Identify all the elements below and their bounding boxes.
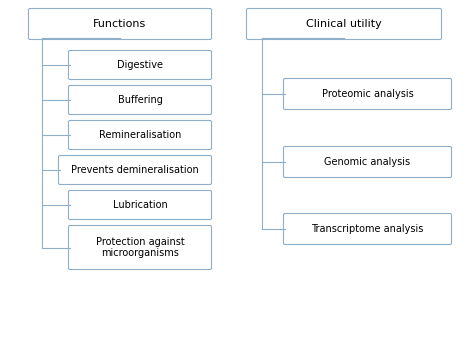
FancyBboxPatch shape: [283, 214, 452, 245]
FancyBboxPatch shape: [283, 147, 452, 177]
FancyBboxPatch shape: [58, 155, 211, 184]
Text: Genomic analysis: Genomic analysis: [324, 157, 410, 167]
Text: Clinical utility: Clinical utility: [306, 19, 382, 29]
FancyBboxPatch shape: [69, 50, 211, 79]
FancyBboxPatch shape: [69, 190, 211, 219]
FancyBboxPatch shape: [28, 8, 211, 40]
Text: Remineralisation: Remineralisation: [99, 130, 181, 140]
Text: Functions: Functions: [93, 19, 146, 29]
Text: Digestive: Digestive: [117, 60, 163, 70]
FancyBboxPatch shape: [69, 225, 211, 270]
Text: Proteomic analysis: Proteomic analysis: [322, 89, 413, 99]
FancyBboxPatch shape: [69, 85, 211, 114]
Text: Protection against
microorganisms: Protection against microorganisms: [96, 237, 184, 258]
Text: Lubrication: Lubrication: [113, 200, 167, 210]
Text: Buffering: Buffering: [118, 95, 163, 105]
FancyBboxPatch shape: [69, 120, 211, 149]
Text: Prevents demineralisation: Prevents demineralisation: [71, 165, 199, 175]
Text: Transcriptome analysis: Transcriptome analysis: [311, 224, 424, 234]
FancyBboxPatch shape: [246, 8, 441, 40]
FancyBboxPatch shape: [283, 78, 452, 110]
